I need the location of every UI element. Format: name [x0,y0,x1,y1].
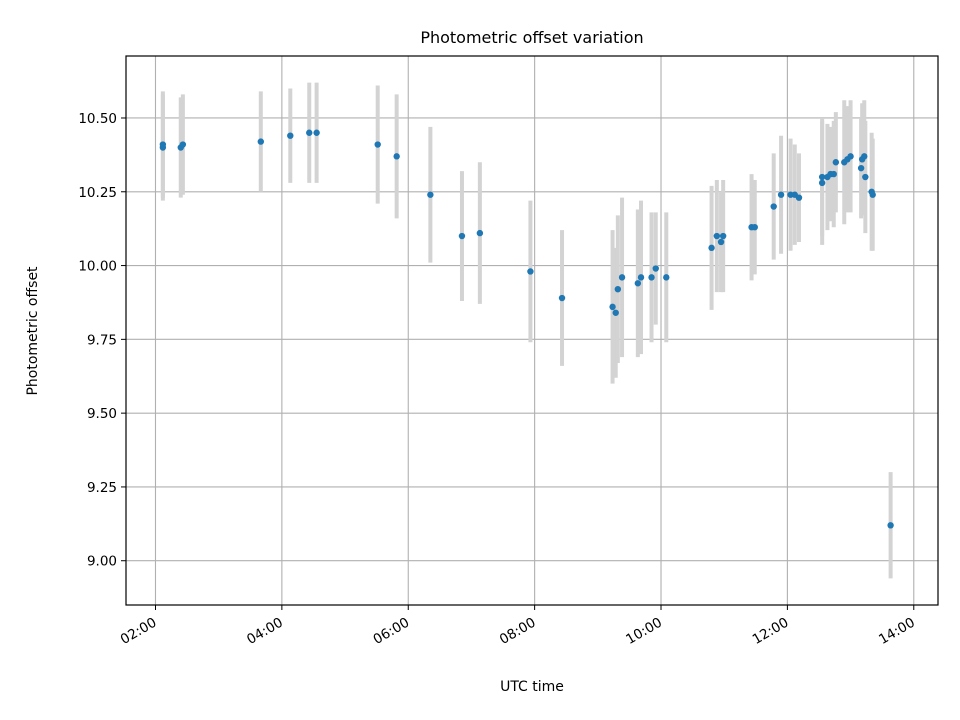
data-point [637,274,645,281]
data-point [527,268,534,275]
x-tick-label: 14:00 [876,615,918,648]
data-point [869,191,876,198]
data-point [751,223,758,231]
data-point [830,170,837,178]
x-tick-label: 12:00 [750,615,792,648]
data-point [609,303,616,311]
y-tick-label: 9.50 [87,406,117,422]
data-point [708,244,715,252]
data-point [612,309,619,316]
data-point [558,294,566,302]
y-axis-label: Photometric offset [25,266,41,396]
data-point [652,265,659,272]
data-point [374,141,381,148]
data-point [719,232,727,240]
data-point [862,173,869,181]
data-point [614,285,622,293]
y-tick-label: 10.00 [78,259,117,275]
data-point [832,159,840,166]
x-tick-label: 08:00 [497,615,539,648]
data-point [393,153,400,160]
data-point [618,274,626,281]
data-point [287,132,294,139]
chart-title: Photometric offset variation [420,28,643,47]
data-point [634,280,642,287]
data-point [795,194,803,201]
data-point [717,238,725,246]
data-point [818,173,826,181]
data-point [847,153,854,160]
data-point [818,179,826,187]
data-point [887,522,894,529]
data-point [476,229,484,237]
y-tick-label: 10.50 [78,111,117,127]
data-point [313,129,320,136]
data-point [857,164,865,172]
x-tick-label: 02:00 [118,615,160,648]
grid-lines [126,56,938,605]
data-point [306,129,313,136]
x-tick-label: 04:00 [244,615,286,648]
y-tick-label: 9.25 [87,480,117,496]
data-point [257,138,265,145]
y-tick-label: 10.25 [78,185,117,201]
data-point [458,232,466,240]
error-bars [160,82,893,579]
data-point [663,274,670,281]
data-point [159,141,167,148]
data-point [777,191,785,198]
y-tick-label: 9.00 [87,554,117,570]
y-tick-label: 9.75 [87,332,117,348]
data-points [159,129,894,529]
data-point [770,203,777,210]
data-point [179,141,187,148]
x-tick-label: 10:00 [623,615,665,648]
data-point [713,232,721,240]
data-point [861,153,868,160]
x-tick-label: 06:00 [371,615,413,648]
x-axis-label: UTC time [500,679,564,695]
data-point [648,274,655,281]
data-point [427,191,434,198]
plot-frame [125,55,939,606]
